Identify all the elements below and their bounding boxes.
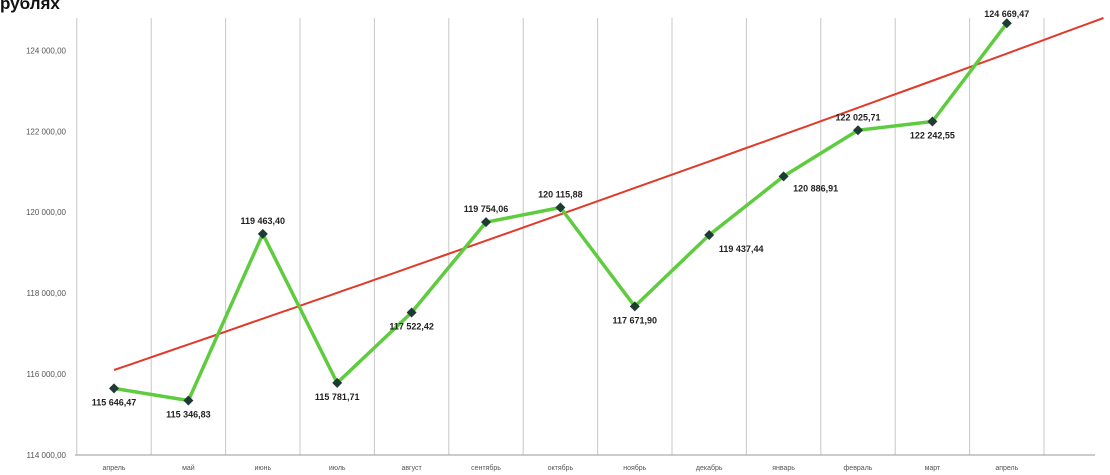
series-group <box>109 18 1012 406</box>
x-tick-label: апрель <box>103 465 126 472</box>
data-label: 115 646,47 <box>92 397 137 407</box>
trend-line-group <box>113 17 1104 371</box>
data-point <box>927 116 938 127</box>
x-tick-label: август <box>401 465 422 472</box>
data-point <box>183 395 194 406</box>
x-tick-label: июнь <box>254 465 271 472</box>
data-point <box>1001 18 1012 29</box>
x-tick-label: июль <box>329 465 346 472</box>
data-label: 115 346,83 <box>166 410 211 420</box>
y-tick-label: 118 000,00 <box>27 289 67 298</box>
data-label: 122 242,55 <box>910 130 955 140</box>
chart-title: рублях <box>0 0 60 13</box>
y-tick-label: 122 000,00 <box>26 127 67 136</box>
data-label: 120 886,91 <box>793 183 838 193</box>
data-label: 119 754,06 <box>464 204 509 214</box>
x-tick-label: октябрь <box>548 464 574 472</box>
x-tick-label: январь <box>772 465 795 472</box>
data-label: 122 025,71 <box>835 112 880 122</box>
data-point <box>332 377 343 388</box>
y-axis: 114 000,00 116 000,00 118 000,00 120 000,00… <box>26 46 67 460</box>
grid-lines <box>75 18 1095 456</box>
x-tick-label: май <box>182 464 195 472</box>
x-tick-label: сентябрь <box>471 464 501 472</box>
data-point <box>778 171 789 182</box>
data-label: 119 437,44 <box>719 244 764 254</box>
x-tick-label: декабрь <box>696 464 723 472</box>
trend-line <box>113 17 1104 371</box>
data-point <box>481 217 491 228</box>
data-label: 119 463,40 <box>241 216 286 226</box>
y-tick-label: 116 000,00 <box>27 370 67 379</box>
x-tick-label: февраль <box>844 465 873 472</box>
data-point <box>406 307 417 318</box>
x-tick-label: март <box>925 465 941 472</box>
data-point <box>853 125 863 136</box>
x-tick-label: апрель <box>995 465 1018 472</box>
data-point <box>629 301 640 312</box>
data-label: 117 522,42 <box>389 321 434 331</box>
data-label: 115 781,71 <box>315 392 360 402</box>
data-point <box>704 229 715 240</box>
data-point <box>109 383 119 394</box>
data-point <box>555 202 566 213</box>
data-labels: 115 646,47 115 346,83 119 463,40 115 781,71… <box>92 9 1030 420</box>
data-point <box>257 228 268 239</box>
y-tick-label: 124 000,00 <box>26 46 67 55</box>
data-label: 117 671,90 <box>613 315 658 325</box>
data-label: 120 115,88 <box>538 190 583 200</box>
x-tick-label: ноябрь <box>623 464 646 472</box>
data-label: 124 669,47 <box>984 9 1029 19</box>
x-axis: апрель май июнь июль август сентябрь октябрь но… <box>103 464 1019 472</box>
y-tick-label: 114 000,00 <box>27 451 67 460</box>
y-tick-label: 120 000,00 <box>26 208 67 217</box>
